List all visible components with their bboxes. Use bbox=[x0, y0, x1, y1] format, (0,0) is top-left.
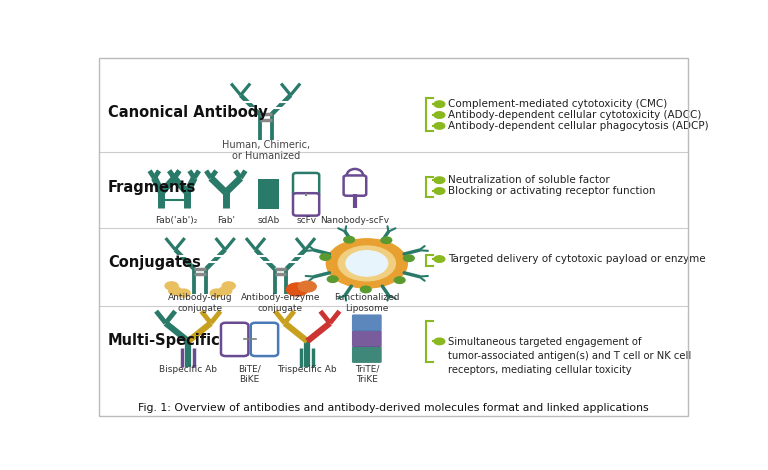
Text: Neutralization of soluble factor: Neutralization of soluble factor bbox=[449, 175, 610, 185]
Circle shape bbox=[320, 254, 331, 260]
Text: Fig. 1: Overview of antibodies and antibody-derived molecules format and linked : Fig. 1: Overview of antibodies and antib… bbox=[138, 403, 649, 413]
Circle shape bbox=[210, 289, 223, 297]
Text: sdAb: sdAb bbox=[257, 216, 280, 225]
Text: Antibody-dependent cellular phagocytosis (ADCP): Antibody-dependent cellular phagocytosis… bbox=[449, 121, 709, 131]
Text: Targeted delivery of cytotoxic payload or enzyme: Targeted delivery of cytotoxic payload o… bbox=[449, 254, 706, 264]
Circle shape bbox=[381, 237, 392, 243]
Circle shape bbox=[344, 236, 355, 243]
Circle shape bbox=[434, 338, 445, 345]
Text: Bispecific Ab: Bispecific Ab bbox=[159, 365, 217, 374]
Text: Human, Chimeric,
or Humanized: Human, Chimeric, or Humanized bbox=[222, 140, 310, 161]
Circle shape bbox=[169, 287, 182, 295]
Circle shape bbox=[394, 277, 405, 283]
Circle shape bbox=[434, 188, 445, 194]
Text: Complement-mediated cytotoxicity (CMC): Complement-mediated cytotoxicity (CMC) bbox=[449, 99, 667, 109]
Text: Fab': Fab' bbox=[217, 216, 235, 225]
Text: Fragments: Fragments bbox=[108, 180, 197, 195]
Text: Trispecific Ab: Trispecific Ab bbox=[277, 365, 337, 374]
FancyBboxPatch shape bbox=[258, 180, 280, 209]
Circle shape bbox=[327, 276, 338, 282]
Text: Antibody-enzyme
conjugate: Antibody-enzyme conjugate bbox=[240, 293, 320, 313]
Ellipse shape bbox=[346, 169, 363, 183]
Text: Fab('ab')₂: Fab('ab')₂ bbox=[155, 216, 197, 225]
Circle shape bbox=[165, 282, 178, 290]
Circle shape bbox=[222, 282, 235, 290]
Text: Nanobody-scFv: Nanobody-scFv bbox=[320, 216, 389, 225]
Circle shape bbox=[177, 289, 190, 297]
Text: Functionalized
Liposome: Functionalized Liposome bbox=[334, 293, 399, 313]
Circle shape bbox=[434, 256, 445, 262]
Circle shape bbox=[434, 123, 445, 129]
FancyBboxPatch shape bbox=[293, 173, 319, 196]
Text: Simultaneous targeted engagement of
tumor-associated antigen(s) and T cell or NK: Simultaneous targeted engagement of tumo… bbox=[449, 337, 692, 375]
Text: scFv: scFv bbox=[296, 216, 316, 225]
Circle shape bbox=[403, 255, 414, 261]
FancyBboxPatch shape bbox=[343, 175, 366, 196]
Circle shape bbox=[346, 251, 388, 276]
Text: BiTE/
BiKE: BiTE/ BiKE bbox=[238, 365, 261, 384]
Text: Antibody-dependent cellular cytotoxicity (ADCC): Antibody-dependent cellular cytotoxicity… bbox=[449, 110, 702, 120]
Circle shape bbox=[298, 281, 316, 292]
FancyBboxPatch shape bbox=[352, 330, 382, 347]
Circle shape bbox=[434, 101, 445, 108]
Circle shape bbox=[360, 286, 371, 293]
Circle shape bbox=[434, 177, 445, 183]
FancyBboxPatch shape bbox=[221, 323, 248, 356]
Text: Antibody-drug
conjugate: Antibody-drug conjugate bbox=[168, 293, 233, 313]
FancyBboxPatch shape bbox=[293, 193, 319, 216]
FancyBboxPatch shape bbox=[352, 346, 382, 363]
Circle shape bbox=[338, 246, 396, 281]
Text: Canonical Antibody: Canonical Antibody bbox=[108, 105, 268, 120]
Circle shape bbox=[434, 112, 445, 118]
Text: Multi-Specific: Multi-Specific bbox=[108, 333, 220, 348]
Text: Blocking or activating receptor function: Blocking or activating receptor function bbox=[449, 186, 656, 196]
FancyBboxPatch shape bbox=[250, 323, 278, 356]
Text: Conjugates: Conjugates bbox=[108, 255, 200, 270]
Circle shape bbox=[286, 283, 308, 296]
FancyBboxPatch shape bbox=[352, 314, 382, 331]
Text: TriTE/
TriKE: TriTE/ TriKE bbox=[355, 365, 379, 384]
Circle shape bbox=[219, 287, 232, 295]
Circle shape bbox=[326, 239, 407, 288]
